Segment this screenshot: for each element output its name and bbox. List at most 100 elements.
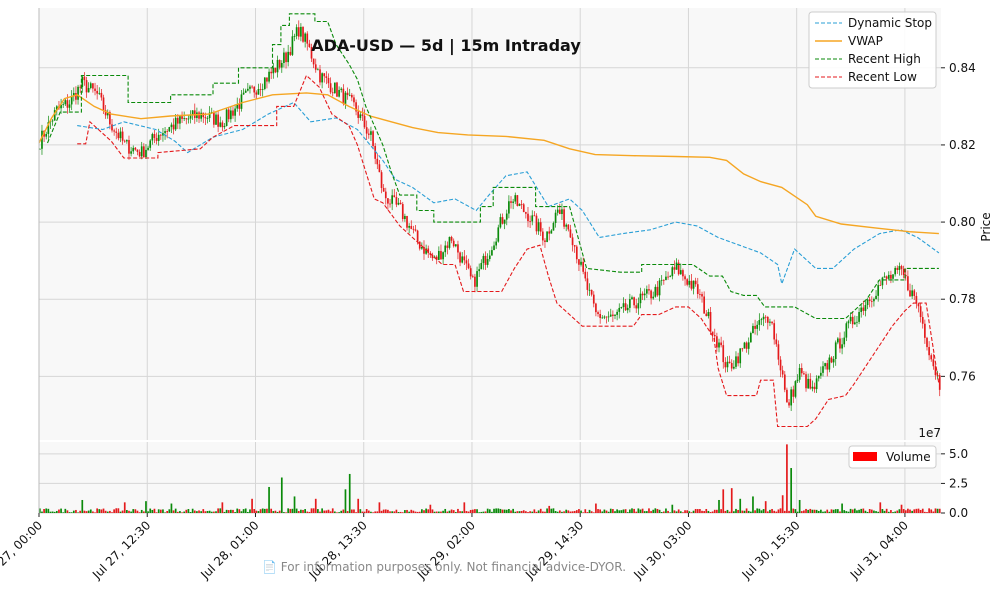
price-panel-bg bbox=[39, 8, 941, 440]
candle bbox=[554, 212, 557, 224]
volume-bar bbox=[529, 511, 531, 513]
candle bbox=[225, 109, 228, 126]
volume-bar bbox=[707, 510, 710, 513]
legend[interactable]: Dynamic Stop VWAP Recent High Recent Low bbox=[808, 11, 937, 89]
candle bbox=[932, 359, 935, 367]
volume-bar bbox=[938, 508, 941, 513]
candle bbox=[159, 134, 162, 136]
volume-bar bbox=[924, 511, 926, 513]
volume-bar bbox=[92, 511, 94, 513]
volume-bar bbox=[919, 509, 922, 513]
candle bbox=[81, 76, 84, 87]
candle bbox=[730, 362, 733, 369]
candle bbox=[174, 117, 177, 130]
volume-bar bbox=[890, 510, 892, 513]
candle bbox=[766, 316, 769, 323]
candle bbox=[711, 331, 714, 335]
volume-bar bbox=[463, 502, 466, 513]
volume-y-tick-label: 0.0 bbox=[949, 506, 968, 520]
candle bbox=[425, 248, 427, 254]
candle bbox=[518, 203, 521, 206]
candle bbox=[592, 294, 595, 304]
volume-bar bbox=[907, 508, 909, 513]
volume-bar bbox=[724, 510, 727, 513]
volume-bar bbox=[665, 508, 667, 513]
volume-bar bbox=[198, 510, 200, 513]
candle bbox=[45, 133, 48, 137]
volume-bar bbox=[503, 509, 506, 513]
candle bbox=[803, 373, 805, 375]
candle bbox=[257, 89, 260, 95]
volume-bar bbox=[803, 510, 805, 513]
volume-bar bbox=[123, 502, 126, 513]
volume-bar bbox=[297, 511, 300, 513]
candle bbox=[911, 290, 913, 297]
candle bbox=[533, 215, 536, 217]
volume-bar bbox=[658, 509, 661, 513]
volume-bar bbox=[679, 511, 682, 513]
volume-bar bbox=[497, 508, 500, 513]
candle bbox=[200, 112, 202, 119]
candle bbox=[227, 109, 230, 120]
volume-bar bbox=[805, 508, 807, 513]
volume-bar bbox=[930, 509, 933, 513]
volume-bar bbox=[622, 509, 625, 513]
candle bbox=[421, 247, 423, 249]
candle bbox=[106, 112, 109, 116]
candle bbox=[213, 112, 215, 125]
candle bbox=[62, 104, 65, 106]
volume-bar bbox=[648, 508, 650, 513]
candle bbox=[287, 51, 290, 63]
candle bbox=[643, 293, 646, 296]
candle bbox=[387, 198, 389, 204]
volume-bar bbox=[875, 511, 877, 513]
y-tick-label: 0.78 bbox=[949, 292, 976, 306]
volume-bar bbox=[113, 509, 115, 513]
volume-bar bbox=[187, 509, 190, 513]
candle bbox=[769, 321, 771, 323]
candle bbox=[614, 314, 616, 316]
candle bbox=[892, 274, 894, 279]
volume-bar bbox=[289, 508, 292, 513]
volume-bar bbox=[323, 510, 326, 513]
volume-bar bbox=[83, 510, 86, 513]
candle bbox=[304, 33, 306, 42]
candle bbox=[724, 362, 727, 368]
candle bbox=[726, 361, 729, 368]
volume-bar bbox=[206, 510, 209, 513]
candle bbox=[336, 82, 338, 97]
candle bbox=[357, 111, 360, 118]
volume-bar bbox=[722, 489, 725, 513]
volume-bar bbox=[215, 511, 217, 513]
volume-bar bbox=[189, 512, 192, 513]
candle bbox=[675, 262, 678, 270]
volume-bar bbox=[87, 510, 90, 513]
volume-legend[interactable]: Volume bbox=[848, 445, 937, 469]
candle bbox=[860, 307, 863, 313]
volume-bar bbox=[348, 473, 351, 513]
volume-bar bbox=[176, 511, 179, 513]
candle bbox=[764, 316, 767, 318]
candle bbox=[512, 201, 514, 203]
candle bbox=[754, 325, 756, 329]
volume-bar bbox=[217, 508, 219, 513]
volume-bar bbox=[210, 511, 213, 513]
volume-bar bbox=[811, 509, 814, 513]
legend-swatch bbox=[853, 452, 877, 461]
volume-bar bbox=[232, 509, 234, 513]
volume-bar bbox=[251, 498, 253, 513]
candle bbox=[934, 366, 937, 376]
volume-bar bbox=[174, 508, 177, 513]
candle bbox=[919, 306, 922, 318]
candle bbox=[828, 357, 831, 370]
candle bbox=[679, 270, 682, 275]
candle bbox=[747, 342, 750, 349]
candle bbox=[208, 112, 211, 119]
volume-bar bbox=[643, 511, 646, 513]
volume-bar bbox=[280, 477, 283, 513]
volume-bar bbox=[841, 503, 843, 513]
volume-bar bbox=[244, 508, 247, 513]
volume-bar bbox=[278, 510, 281, 513]
volume-bar bbox=[531, 511, 534, 513]
candle bbox=[85, 80, 88, 93]
